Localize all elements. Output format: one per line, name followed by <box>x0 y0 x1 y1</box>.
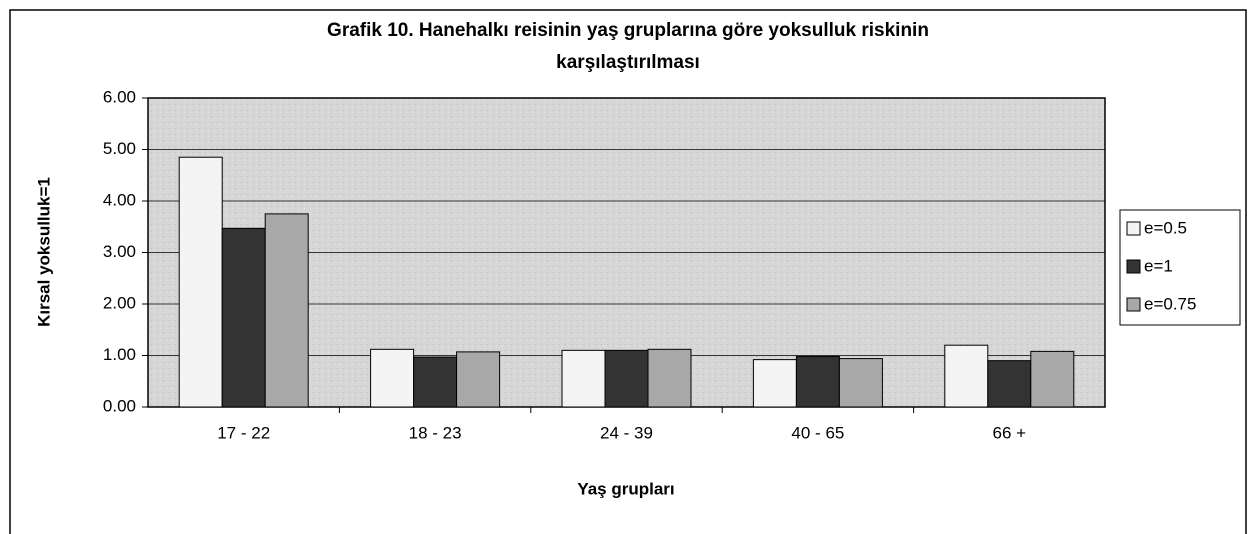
chart-title: Grafik 10. Hanehalkı reisinin yaş grupla… <box>327 20 929 41</box>
bar <box>987 360 1032 408</box>
bar <box>221 227 266 408</box>
x-tick-label: 24 - 39 <box>600 423 653 442</box>
y-tick-label: 5.00 <box>103 139 136 158</box>
bar <box>752 359 797 408</box>
bar <box>178 156 223 408</box>
y-axis-label: Kırsal yoksulluk=1 <box>34 177 53 327</box>
bar <box>413 356 458 408</box>
y-tick-label: 0.00 <box>103 396 136 415</box>
x-tick-label: 18 - 23 <box>409 423 462 442</box>
bar <box>647 348 692 408</box>
bar <box>838 358 883 408</box>
y-tick-label: 1.00 <box>103 345 136 364</box>
legend-label: e=1 <box>1144 256 1173 275</box>
bar <box>456 351 501 408</box>
bar <box>944 344 989 408</box>
legend-label: e=0.5 <box>1144 218 1187 237</box>
chart-subtitle: karşılaştırılması <box>556 52 700 73</box>
bar <box>1030 350 1075 408</box>
legend-swatch <box>1126 297 1141 312</box>
x-tick-label: 40 - 65 <box>791 423 844 442</box>
bar <box>370 348 415 408</box>
x-tick-label: 66 + <box>993 423 1027 442</box>
bar <box>795 356 840 408</box>
x-axis-label: Yaş grupları <box>577 479 674 498</box>
y-tick-label: 4.00 <box>103 190 136 209</box>
legend-label: e=0.75 <box>1144 294 1196 313</box>
bar <box>604 349 649 408</box>
legend-swatch <box>1126 221 1141 236</box>
bar <box>561 349 606 408</box>
y-tick-label: 6.00 <box>103 87 136 106</box>
y-tick-label: 2.00 <box>103 293 136 312</box>
x-tick-label: 17 - 22 <box>217 423 270 442</box>
y-tick-label: 3.00 <box>103 242 136 261</box>
bar <box>264 213 309 408</box>
chart-frame <box>9 9 1247 534</box>
legend-swatch <box>1126 259 1141 274</box>
